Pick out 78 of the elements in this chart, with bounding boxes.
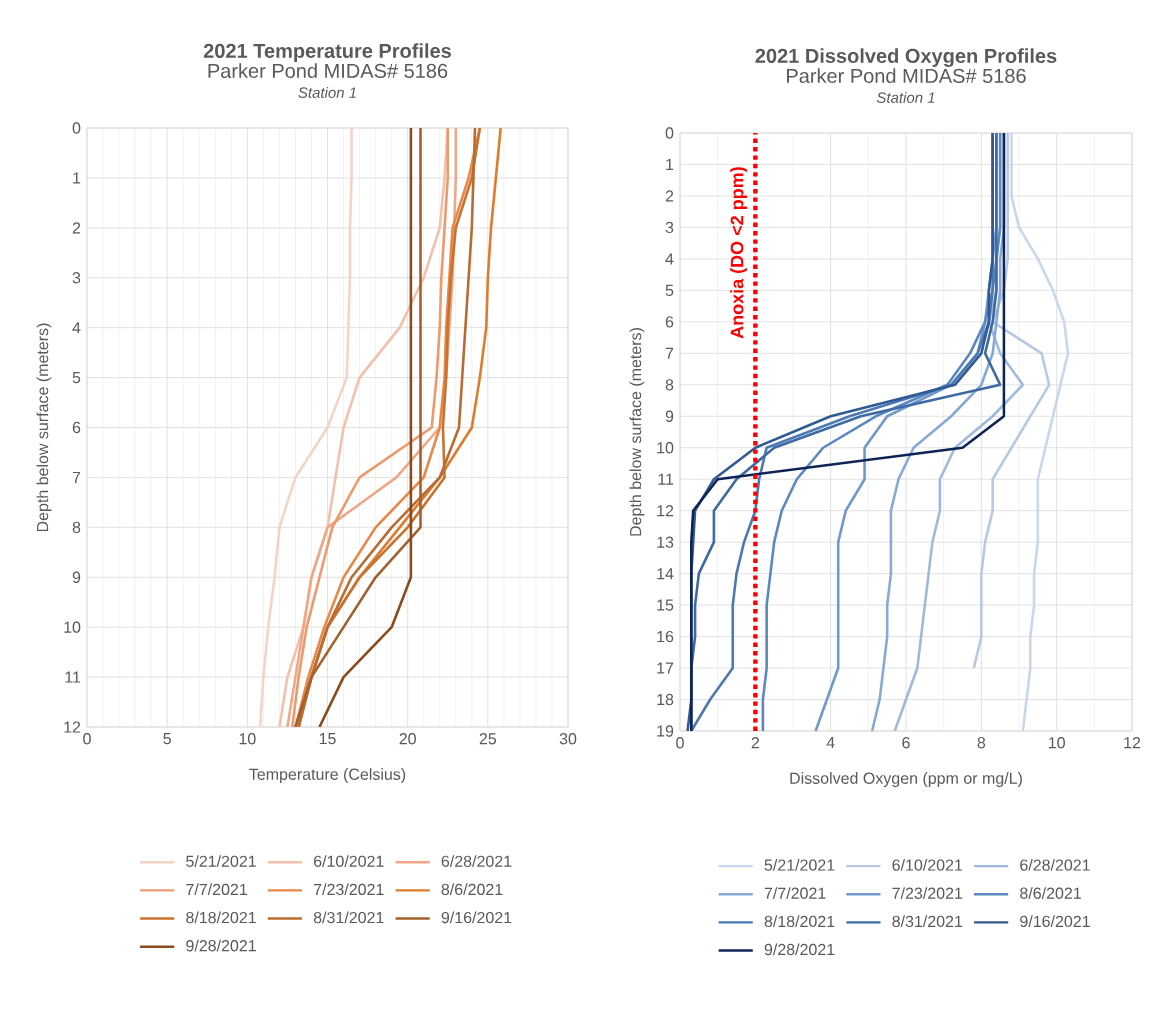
y-tick-label: 10 [657, 442, 674, 454]
y-tick-label: 9 [665, 410, 674, 422]
y-tick-label: 18 [657, 693, 674, 706]
y-tick-label: 7 [665, 347, 674, 359]
x-tick-label: 5 [163, 733, 171, 745]
y-tick-label: 14 [657, 568, 674, 580]
text: Station 1 [298, 86, 356, 98]
legend-label: 5/21/2021 [186, 855, 256, 867]
legend-label: 9/28/2021 [764, 943, 835, 956]
legend-label: 8/31/2021 [313, 911, 384, 924]
y-tick-label: 8 [665, 379, 674, 391]
legend-label: 7/7/2021 [186, 883, 247, 896]
y-tick-label: 7 [72, 471, 81, 483]
legend-label: 8/18/2021 [764, 915, 835, 928]
y-tick-label: 16 [657, 630, 674, 643]
y-tick-label: 6 [665, 316, 674, 328]
y-tick-label: 10 [64, 621, 81, 633]
y-tick-label: 9 [72, 571, 81, 583]
x-tick-label: 10 [239, 733, 256, 745]
y-tick-label: 17 [657, 662, 674, 674]
legend-label: 9/16/2021 [1020, 915, 1090, 928]
chart-subtitle: Parker Pond MIDAS# 5186 [787, 68, 1026, 83]
legend-label: 7/23/2021 [892, 887, 963, 899]
chart-title: 2021 Temperature Profiles [203, 43, 451, 62]
legend-label: 6/10/2021 [314, 855, 384, 867]
y-tick-label: 5 [665, 284, 674, 296]
y-tick-label: 19 [657, 725, 674, 737]
x-tick-label: 30 [559, 733, 577, 745]
y-tick-label: 13 [657, 536, 674, 548]
legend-label: 8/6/2021 [441, 883, 503, 896]
chart-subtitle: Parker Pond MIDAS# 5186 [208, 63, 448, 78]
y-tick-label: 15 [657, 599, 674, 611]
legend-label: 8/18/2021 [186, 911, 256, 924]
y-tick-label: 3 [665, 221, 674, 234]
y-tick-label: 11 [65, 671, 81, 683]
x-tick-label: 15 [319, 733, 336, 745]
legend-label: 7/7/2021 [764, 887, 826, 899]
y-tick-label: 4 [665, 253, 674, 265]
x-tick-label: 8 [977, 737, 986, 749]
y-tick-label: 2 [665, 190, 674, 202]
y-axis-title: Depth below surface (meters) [629, 328, 645, 536]
chart-title: 2021 Dissolved Oxygen Profiles [755, 48, 1057, 68]
y-tick-label: 0 [665, 127, 674, 139]
x-tick-label: 20 [399, 733, 416, 745]
x-tick-label: 25 [479, 733, 497, 745]
x-tick-label: 12 [1124, 737, 1141, 749]
y-tick-label: 12 [657, 505, 674, 517]
legend-label: 7/23/2021 [314, 883, 384, 896]
legend-label: 9/28/2021 [186, 939, 256, 952]
legend-label: 6/28/2021 [441, 855, 512, 867]
y-axis-title: Depth below surface (meters) [36, 323, 52, 532]
y-tick-label: 0 [72, 122, 81, 134]
y-tick-label: 4 [72, 322, 81, 334]
y-tick-label: 11 [658, 473, 674, 485]
legend-label: 5/21/2021 [764, 858, 835, 871]
ref-line-label: Anoxia (DO <2 ppm) [730, 167, 747, 339]
x-tick-label: 0 [676, 737, 684, 749]
y-tick-label: 12 [64, 721, 81, 733]
y-tick-label: 6 [72, 421, 81, 434]
y-tick-label: 1 [73, 172, 81, 184]
x-tick-label: 2 [751, 737, 759, 749]
x-tick-label: 4 [826, 737, 835, 749]
y-tick-label: 3 [72, 272, 81, 284]
x-tick-label: 10 [1049, 737, 1065, 749]
legend-label: 9/16/2021 [441, 911, 512, 924]
y-tick-label: 8 [72, 521, 81, 533]
legend-label: 8/31/2021 [892, 915, 963, 928]
legend-label: 8/6/2021 [1020, 887, 1081, 899]
x-tick-label: 6 [902, 737, 910, 749]
x-axis-title: Dissolved Oxygen (ppm or mg/L) [790, 772, 1022, 788]
legend-label: 6/10/2021 [892, 858, 963, 871]
text: Station 1 [876, 91, 935, 103]
x-axis-title: Temperature (Celsius) [249, 768, 406, 784]
y-tick-label: 2 [72, 222, 81, 234]
y-tick-label: 1 [666, 158, 674, 170]
x-tick-label: 0 [83, 733, 91, 745]
y-tick-label: 5 [72, 372, 81, 384]
legend-label: 6/28/2021 [1020, 858, 1090, 871]
